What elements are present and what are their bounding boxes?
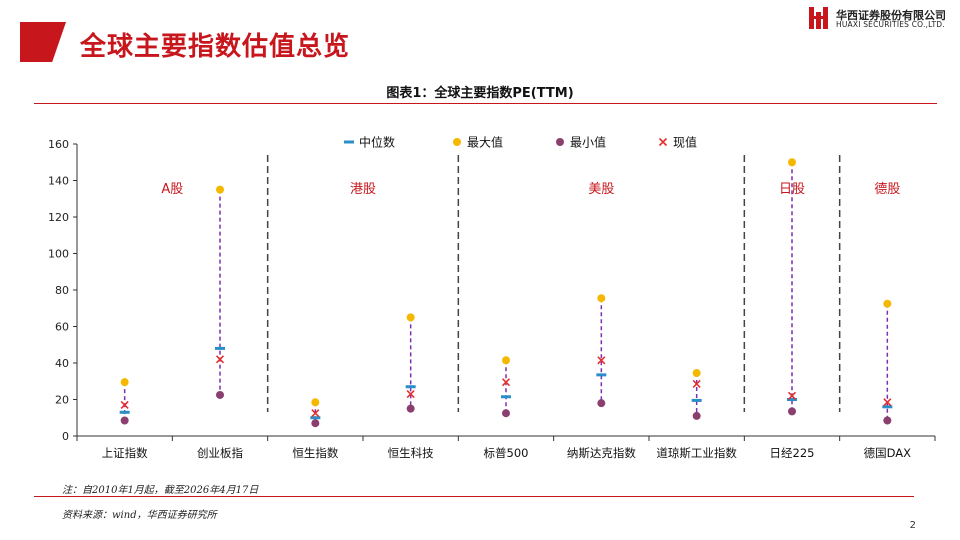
- legend-current-marker: [658, 137, 668, 147]
- source-note: 资料来源：wind，华西证券研究所: [62, 510, 217, 521]
- current-point: [883, 398, 892, 407]
- current-point: [692, 379, 701, 389]
- max-point: [597, 294, 606, 303]
- median-mark: [119, 410, 130, 414]
- x-tick-label: 恒生指数: [292, 446, 338, 460]
- legend-min-marker: [556, 138, 564, 146]
- current-point: [215, 355, 225, 364]
- group-label: A股: [161, 182, 183, 197]
- max-point: [883, 299, 892, 308]
- x-tick-label: 德国DAX: [864, 446, 912, 460]
- median-mark: [787, 398, 797, 401]
- page-number: 2: [909, 520, 916, 531]
- page-title: 全球主要指数估值总览: [80, 32, 351, 62]
- x-tick-label: 恒生科技: [388, 446, 434, 460]
- x-tick-label: 创业板指: [197, 446, 243, 460]
- y-tick-label: 100: [48, 248, 69, 261]
- footnote: 注：自2010年1月起，截至2026年4月17日: [62, 485, 259, 496]
- y-tick-label: 80: [55, 284, 69, 297]
- logo-name-en: HUAXI SECURITIES CO.,LTD.: [836, 20, 945, 29]
- current-point: [787, 391, 797, 400]
- max-point: [692, 369, 701, 378]
- footer-divider: [34, 496, 914, 497]
- caption-divider: [34, 103, 937, 104]
- legend-median-marker: [344, 140, 354, 144]
- max-point: [788, 158, 796, 167]
- min-point: [788, 407, 796, 416]
- min-point: [120, 416, 129, 425]
- chart-caption: 图表1：全球主要指数PE(TTM): [386, 86, 574, 101]
- max-point: [311, 398, 320, 407]
- max-point: [406, 313, 415, 322]
- min-point: [216, 390, 224, 399]
- y-tick-label: 140: [48, 175, 69, 188]
- x-tick-label: 纳斯达克指数: [567, 446, 636, 460]
- y-tick-label: 0: [62, 430, 69, 443]
- min-point: [692, 411, 701, 420]
- legend-label: 现值: [673, 135, 697, 150]
- y-tick-label: 120: [48, 211, 69, 224]
- legend-max-marker: [453, 138, 461, 146]
- min-point: [597, 399, 606, 408]
- max-point: [502, 356, 510, 365]
- logo-name-cn: 华西证券股份有限公司: [836, 9, 946, 22]
- current-point: [406, 389, 415, 399]
- legend-label: 最大值: [467, 135, 503, 150]
- current-point: [501, 378, 511, 387]
- max-point: [216, 185, 224, 194]
- min-point: [311, 419, 320, 428]
- max-point: [120, 378, 129, 387]
- group-label: 美股: [588, 182, 614, 197]
- median-mark: [882, 405, 893, 409]
- legend-label: 最小值: [570, 135, 606, 150]
- group-label: 港股: [350, 182, 376, 197]
- logo-mark-icon: [809, 7, 828, 29]
- min-point: [883, 416, 892, 425]
- median-mark: [310, 416, 321, 420]
- x-tick-label: 道琼斯工业指数: [656, 446, 737, 460]
- current-point: [120, 400, 129, 410]
- x-tick-label: 日经225: [770, 446, 815, 460]
- x-tick-label: 上证指数: [102, 446, 148, 460]
- current-point: [311, 409, 320, 418]
- current-point: [597, 356, 606, 365]
- median-mark: [405, 385, 416, 389]
- min-point: [502, 409, 510, 418]
- median-mark: [691, 398, 702, 402]
- legend-label: 中位数: [359, 135, 395, 150]
- min-point: [406, 404, 415, 413]
- group-label: 日股: [779, 182, 805, 197]
- x-tick-label: 标普500: [484, 446, 529, 460]
- company-logo: 华西证券股份有限公司 HUAXI SECURITIES CO.,LTD.: [808, 6, 954, 32]
- median-mark: [596, 373, 607, 377]
- group-label: 德股: [874, 182, 900, 197]
- median-mark: [215, 346, 225, 350]
- y-tick-label: 40: [55, 357, 69, 370]
- median-mark: [501, 395, 511, 399]
- y-tick-label: 60: [55, 321, 69, 334]
- y-tick-label: 160: [48, 138, 69, 151]
- y-tick-label: 20: [55, 394, 69, 407]
